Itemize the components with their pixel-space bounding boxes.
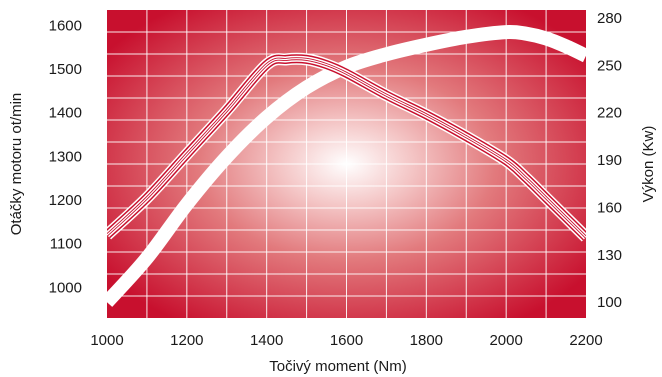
right-tick-label: 280 xyxy=(597,10,622,27)
left-tick-label: 1500 xyxy=(49,61,82,78)
left-tick-label: 1100 xyxy=(50,236,82,253)
right-tick-label: 160 xyxy=(597,199,622,216)
left-tick-label: 1300 xyxy=(49,148,82,165)
x-tick-label: 2200 xyxy=(569,332,602,349)
right-tick-label: 190 xyxy=(597,152,622,169)
right-tick-label: 220 xyxy=(597,105,622,122)
x-tick-label: 1000 xyxy=(90,332,123,349)
left-tick-label: 1200 xyxy=(49,192,82,209)
x-tick-label: 1600 xyxy=(330,332,363,349)
right-tick-label: 250 xyxy=(597,57,622,74)
right-tick-label: 130 xyxy=(597,247,622,264)
left-tick-labels: 1000 1100 1200 1300 1400 1500 1600 xyxy=(49,17,82,296)
right-tick-labels: 100 130 160 190 220 250 280 xyxy=(597,10,622,311)
left-tick-label: 1400 xyxy=(49,105,82,122)
x-tick-label: 1200 xyxy=(170,332,203,349)
curves xyxy=(107,24,586,307)
left-tick-label: 1000 xyxy=(49,279,82,296)
x-tick-label: 1400 xyxy=(250,332,283,349)
x-tick-labels: 1000 1200 1400 1600 1800 2000 2200 xyxy=(90,332,602,349)
x-axis-title: Točivý moment (Nm) xyxy=(269,358,407,375)
left-axis-title: Otáčky motoru ot/min xyxy=(8,93,25,236)
series-line-power xyxy=(107,24,586,307)
right-tick-label: 100 xyxy=(597,294,622,311)
right-axis-title: Výkon (Kw) xyxy=(640,126,657,203)
x-tick-label: 1800 xyxy=(410,332,443,349)
series-line-rpm-center xyxy=(107,58,586,238)
x-tick-label: 2000 xyxy=(489,332,522,349)
left-tick-label: 1600 xyxy=(49,17,82,34)
